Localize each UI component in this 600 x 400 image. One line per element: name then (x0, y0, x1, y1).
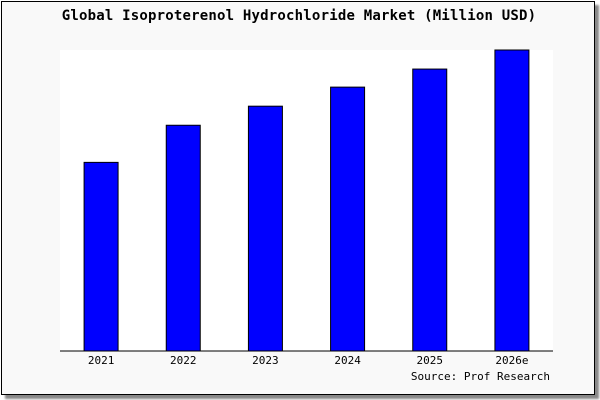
x-tick-label: 2025 (417, 354, 444, 367)
source-note: Source: Prof Research (410, 370, 550, 383)
bar-2022 (165, 124, 201, 352)
bar-2026e (494, 49, 530, 352)
x-tick-label: 2026e (495, 354, 528, 367)
plot-area (60, 50, 553, 351)
chart-title: Global Isoproterenol Hydrochloride Marke… (61, 8, 537, 24)
bar-2025 (412, 68, 448, 352)
x-tick-label: 2023 (252, 354, 279, 367)
x-tick-label: 2022 (170, 354, 197, 367)
bar-2021 (83, 161, 119, 352)
bar-2024 (330, 86, 366, 352)
x-tick-label: 2024 (334, 354, 361, 367)
bar-2023 (247, 105, 283, 352)
x-tick-label: 2021 (88, 354, 115, 367)
